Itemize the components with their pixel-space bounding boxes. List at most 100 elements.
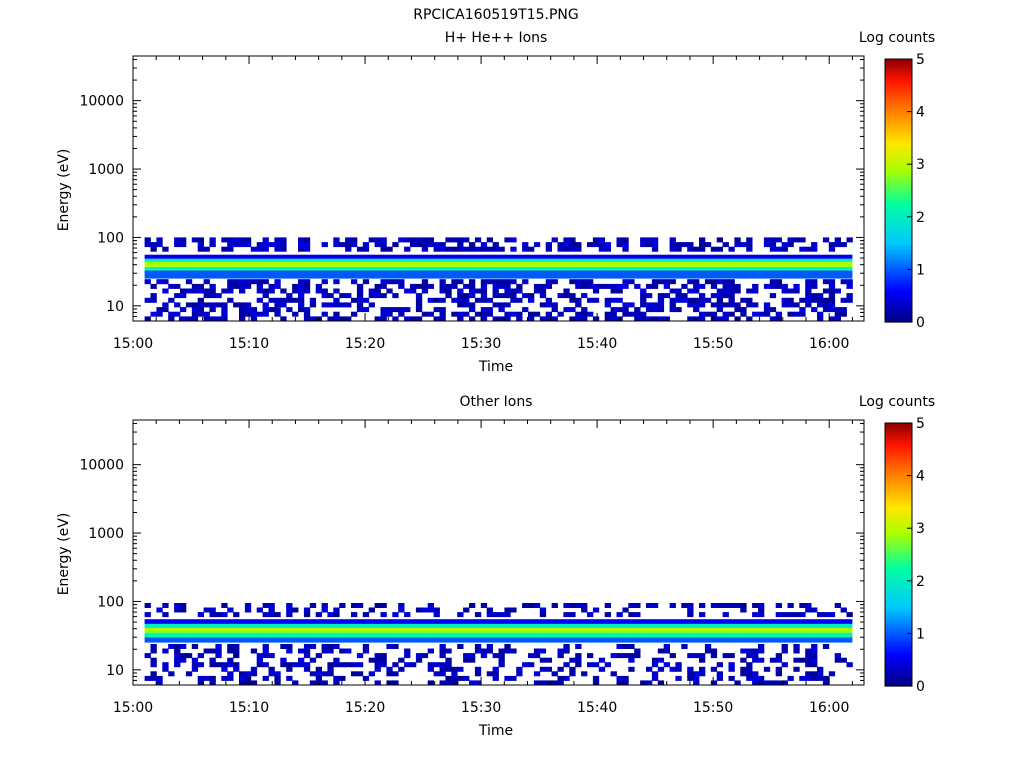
heatmap-cell (233, 237, 240, 243)
heatmap-cell (244, 675, 252, 681)
heatmap-cell (221, 288, 228, 294)
heatmap-cell (510, 288, 517, 294)
heatmap-cell (634, 653, 641, 659)
heatmap-cell (268, 307, 275, 313)
colorbar-cell (885, 224, 912, 228)
heatmap-cell (386, 246, 393, 252)
heatmap-cell (569, 293, 576, 299)
heatmap-cell (197, 311, 204, 317)
heatmap-cell (581, 316, 588, 322)
heatmap-cell (439, 644, 446, 649)
heatmap-cell (345, 648, 352, 654)
heatmap-cell (581, 283, 588, 289)
heatmap-cell (374, 680, 381, 686)
heatmap-cell (433, 612, 440, 618)
heatmap-cell (828, 283, 836, 289)
heatmap-cell (775, 316, 782, 322)
heatmap-cell (616, 288, 623, 294)
heatmap-cell (180, 607, 187, 613)
heatmap-cell (822, 680, 830, 686)
heatmap-cell (781, 612, 788, 618)
colorbar-cell (885, 258, 912, 263)
heatmap-cell (563, 603, 570, 608)
colorbar-cell (885, 208, 912, 213)
heatmap-cell (474, 311, 482, 317)
heatmap-cell (445, 657, 452, 663)
heatmap-cell (504, 607, 511, 613)
heatmap-cell (292, 297, 299, 303)
heatmap-cell (303, 648, 311, 654)
heatmap-cell (356, 297, 364, 303)
heatmap-cell (610, 288, 617, 294)
heatmap-cell (227, 297, 234, 303)
heatmap-cell (221, 662, 228, 668)
heatmap-cell (734, 288, 741, 294)
heatmap-cell (793, 648, 800, 654)
heatmap-cell (221, 246, 228, 252)
colorbar-cell (885, 444, 912, 448)
heatmap-cell (233, 279, 240, 285)
heatmap-cell (545, 283, 552, 289)
heatmap-cell (433, 297, 440, 303)
heatmap-cell (663, 644, 670, 649)
heatmap-cell (551, 279, 558, 285)
heatmap-cell (339, 293, 346, 299)
heatmap-cell (846, 279, 853, 285)
colorbar-cell (885, 667, 912, 671)
heatmap-cell (463, 657, 470, 663)
heatmap-cell (262, 246, 269, 252)
heatmap-cell (834, 242, 841, 248)
heatmap-cell (763, 283, 771, 289)
heatmap-cell (380, 242, 387, 248)
colorbar-cell (885, 256, 912, 260)
heatmap-cell (805, 293, 812, 299)
heatmap-cell (356, 307, 364, 313)
colorbar-cell (885, 525, 912, 529)
heatmap-cell (374, 293, 381, 299)
heatmap-cell (775, 283, 782, 289)
heatmap-cell (728, 666, 735, 672)
heatmap-cell (563, 237, 570, 243)
heatmap-cell (345, 242, 352, 248)
colorbar-cell (885, 683, 912, 687)
heatmap-cell (233, 302, 240, 308)
heatmap-cell (781, 680, 788, 686)
heatmap-cell (722, 279, 729, 285)
colorbar-cell (885, 588, 912, 592)
heatmap-cell (427, 680, 434, 686)
heatmap-cell (799, 612, 806, 618)
heatmap-cell (551, 316, 558, 322)
heatmap-cell (262, 648, 269, 654)
heatmap-cell (834, 657, 841, 663)
heatmap-cell (221, 666, 228, 672)
heatmap-cell (545, 297, 552, 303)
colorbar-cell (885, 438, 912, 443)
colorbar-cell (885, 108, 912, 113)
heatmap-cell (734, 307, 741, 313)
heatmap-cell (510, 297, 517, 303)
heatmap-cell (362, 644, 370, 649)
heatmap-cell (303, 316, 311, 322)
heatmap-cell (457, 302, 464, 308)
heatmap-cell (480, 648, 488, 654)
heatmap-cell (769, 283, 777, 289)
heatmap-cell (386, 671, 393, 677)
heatmap-cell (693, 246, 700, 252)
heatmap-cell (197, 297, 204, 303)
heatmap-cell (622, 653, 629, 659)
heatmap-cell (156, 675, 163, 681)
heatmap-cell (663, 662, 670, 668)
heatmap-cell (651, 279, 659, 285)
heatmap-cell (244, 607, 252, 613)
heatmap-cell (215, 662, 222, 668)
heatmap-cell (528, 246, 535, 252)
heatmap-cell (734, 680, 741, 686)
heatmap-cell (262, 237, 269, 243)
colorbar-cell (885, 300, 912, 305)
heatmap-cell (557, 242, 564, 248)
colorbar-cell (885, 643, 912, 648)
heatmap-cell (592, 288, 600, 294)
heatmap-cell (805, 675, 812, 681)
heatmap-cell (669, 288, 676, 294)
